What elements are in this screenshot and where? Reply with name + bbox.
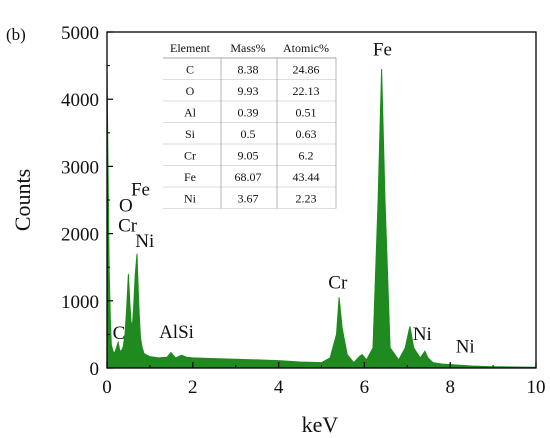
peak-label: Ni [413, 324, 432, 345]
peak-label: O [119, 195, 133, 216]
table-cell: Cr [184, 149, 196, 163]
peak-label: C [113, 323, 126, 344]
peak-label: Cr [118, 216, 138, 237]
table-header: Mass% [230, 41, 265, 55]
x-tick-label: 8 [445, 377, 455, 398]
table-cell: Al [184, 106, 197, 120]
table-cell: 68.07 [235, 170, 262, 184]
plot-area [106, 65, 537, 369]
y-axis-title: Counts [10, 169, 35, 231]
table-cell: 43.44 [293, 170, 320, 184]
table-cell: Fe [184, 170, 196, 184]
x-tick-label: 0 [102, 377, 112, 398]
table-cell: 6.2 [299, 149, 314, 163]
composition-table: Element Mass% Atomic% C 8.38 24.86 O 9.93 22.13 A… [163, 41, 337, 209]
panel-label: (b) [6, 25, 26, 44]
spectrum-area [106, 65, 537, 369]
peak-label: Fe [373, 40, 392, 61]
y-tick-label: 4000 [61, 90, 99, 111]
peak-label: Ni [456, 337, 475, 358]
table-cell: 0.63 [296, 127, 317, 141]
y-tick-label: 2000 [61, 225, 99, 246]
y-tick-label: 3000 [61, 157, 99, 178]
x-tick-label: 4 [274, 377, 284, 398]
peak-label: Cr [328, 273, 348, 294]
table-cell: 2.23 [296, 192, 317, 206]
x-tick-label: 10 [527, 377, 546, 398]
plot-frame [106, 31, 537, 369]
table-cell: Ni [184, 192, 197, 206]
table-header: Element [170, 41, 211, 55]
table-cell: 3.67 [238, 192, 259, 206]
table-cell: 8.38 [238, 63, 259, 77]
table-cell: 9.93 [238, 84, 259, 98]
peak-label: Ni [135, 231, 154, 252]
peak-label: AlSi [159, 322, 194, 343]
peak-label: Fe [131, 179, 150, 200]
x-tick-label: 6 [360, 377, 370, 398]
x-tick-label: 2 [188, 377, 198, 398]
table-cell: 0.5 [241, 127, 256, 141]
table-cell: 0.39 [238, 106, 259, 120]
table-cell: C [186, 63, 194, 77]
table-header: Atomic% [283, 41, 329, 55]
y-tick-label: 5000 [61, 23, 99, 44]
table-cell: 22.13 [293, 84, 320, 98]
table-cell: 24.86 [293, 63, 320, 77]
y-tick-label: 1000 [61, 292, 99, 313]
table-cell: 9.05 [238, 149, 259, 163]
axes: 0 2 4 6 8 10 0 1000 2000 3000 4000 5000 [61, 23, 546, 398]
table-cell: Si [185, 127, 196, 141]
table-cell: 0.51 [296, 106, 317, 120]
y-tick-label: 0 [90, 359, 100, 380]
x-axis-title: keV [302, 412, 339, 437]
table-cell: O [186, 84, 195, 98]
